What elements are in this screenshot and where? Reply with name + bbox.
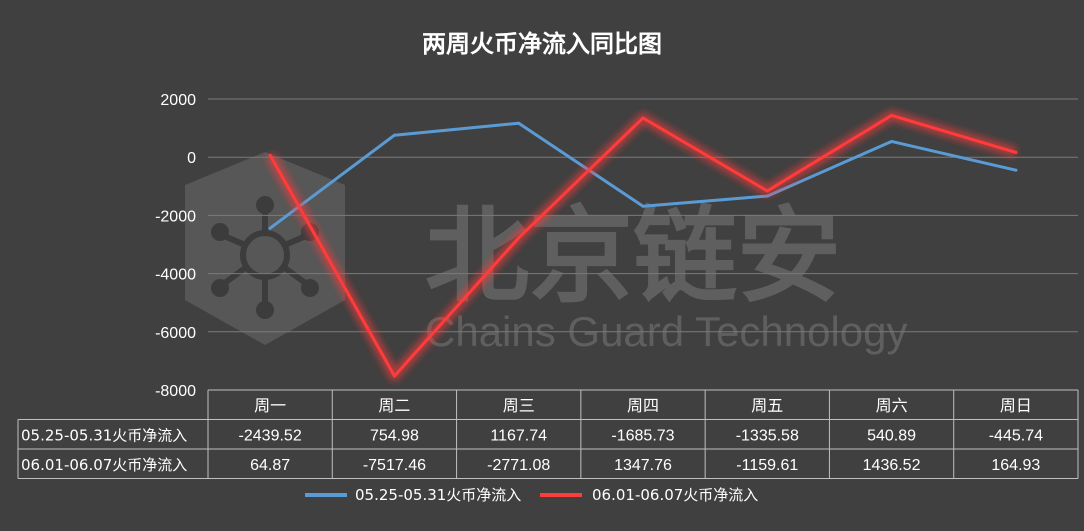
y-tick-label: -4000 [155, 267, 196, 284]
x-tick-label: 周二 [378, 396, 410, 415]
y-tick-label: 0 [187, 150, 196, 167]
x-tick-label: 周一 [254, 396, 286, 415]
series-1-point [517, 121, 521, 125]
table-row-label: 05.25-05.31火币净流入 [21, 426, 187, 444]
series-2-point [1014, 150, 1018, 154]
series-2-point [517, 236, 521, 240]
x-tick-label: 周三 [503, 396, 535, 415]
data-label: 1436.52 [863, 457, 921, 474]
data-table: 周一 周二 周三 周四 周五 周六 周日 05.25-05.31火币净流入 -2439.52 75… [17, 389, 1079, 479]
table-row-label: 06.01-06.07火币净流入 [21, 456, 187, 474]
y-tick-label: -2000 [155, 208, 196, 225]
data-label: 1347.76 [614, 457, 672, 474]
series-1-point [268, 226, 272, 230]
series-1-point [392, 133, 396, 137]
legend: 05.25-05.31火币净流入 06.01-06.07火币净流入 [305, 486, 758, 504]
series-2-point [392, 374, 396, 378]
legend-label: 05.25-05.31火币净流入 [355, 486, 521, 504]
data-label: -2771.08 [487, 457, 550, 474]
series-lines [265, 109, 1018, 382]
series-2-point [641, 116, 645, 120]
y-tick-label: -6000 [155, 325, 196, 342]
legend-label: 06.01-06.07火币净流入 [592, 486, 758, 504]
data-label: 64.87 [250, 457, 290, 474]
data-label: -445.74 [989, 427, 1043, 444]
x-tick-label: 周日 [1000, 396, 1032, 415]
data-label: -1335.58 [736, 427, 799, 444]
data-label: 164.93 [991, 457, 1040, 474]
watermark-text: 北京链安 [425, 195, 841, 317]
series-2-point [765, 189, 769, 193]
y-tick-label: -8000 [155, 383, 196, 400]
x-tick-label: 周四 [627, 396, 659, 415]
x-tick-label: 周五 [751, 396, 783, 415]
series-2-point [890, 113, 894, 117]
data-label: 540.89 [867, 427, 916, 444]
y-tick-label: 2000 [160, 92, 196, 109]
data-label: 754.98 [370, 427, 419, 444]
series-1-point [1014, 168, 1018, 172]
series-1-point [641, 204, 645, 208]
data-label: -1685.73 [611, 427, 674, 444]
chart-title: 两周火币净流入同比图 [422, 30, 662, 58]
x-tick-label: 周六 [876, 396, 908, 415]
series-1-point [890, 139, 894, 143]
data-label: -2439.52 [239, 427, 302, 444]
series-2-point [268, 153, 272, 157]
data-label: -7517.46 [363, 457, 426, 474]
y-axis: 2000 0 -2000 -4000 -6000 -8000 [155, 92, 196, 400]
data-label: -1159.61 [736, 457, 798, 474]
data-label: 1167.74 [490, 427, 547, 444]
